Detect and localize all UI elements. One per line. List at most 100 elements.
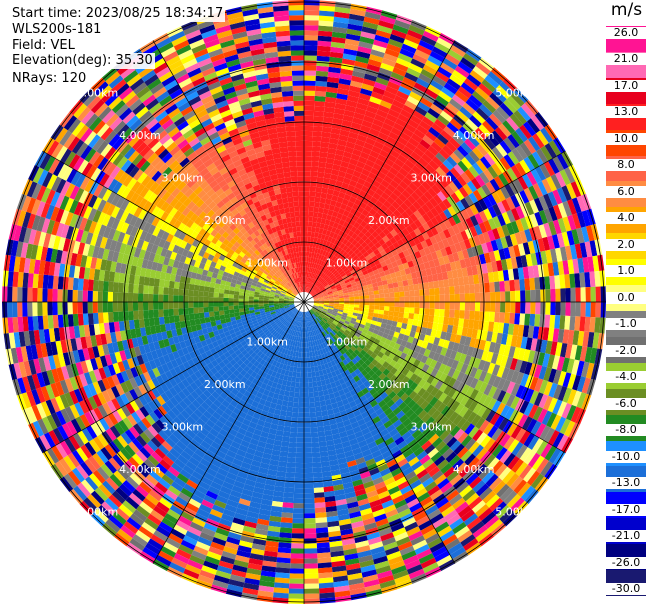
range-gate xyxy=(416,397,426,407)
range-gate xyxy=(325,91,338,99)
range-gate xyxy=(309,407,316,413)
range-gate xyxy=(401,405,411,415)
range-gate xyxy=(339,318,346,323)
range-gate xyxy=(440,347,448,357)
range-gate xyxy=(325,313,331,318)
range-gate xyxy=(421,231,430,241)
range-gate xyxy=(382,227,391,236)
range-gate xyxy=(329,302,335,304)
range-gate xyxy=(418,553,435,565)
range-gate xyxy=(358,439,368,448)
range-gate xyxy=(322,342,327,348)
range-gate xyxy=(434,204,444,215)
range-gate xyxy=(384,258,392,266)
range-gate xyxy=(317,328,322,334)
range-gate xyxy=(409,296,415,302)
range-gate xyxy=(346,271,352,277)
range-gate xyxy=(359,304,365,309)
range-gate xyxy=(514,232,523,245)
range-gate xyxy=(515,461,528,477)
range-gate xyxy=(291,412,299,418)
range-gate xyxy=(328,355,334,362)
range-gate xyxy=(440,187,451,199)
range-gate xyxy=(316,421,324,428)
range-gate xyxy=(456,326,464,336)
range-gate xyxy=(427,187,437,198)
range-gate xyxy=(352,287,359,292)
range-gate xyxy=(442,339,450,349)
range-gate xyxy=(337,277,344,282)
range-gate xyxy=(324,378,331,385)
range-gate xyxy=(349,320,356,325)
range-gate xyxy=(548,206,558,222)
range-gate xyxy=(341,182,350,190)
range-gate xyxy=(304,55,317,61)
range-gate xyxy=(570,302,576,317)
range-gate xyxy=(352,426,362,434)
range-gate xyxy=(317,270,322,276)
range-gate xyxy=(417,225,427,235)
range-gate xyxy=(473,357,482,369)
range-gate xyxy=(451,390,461,401)
range-gate xyxy=(357,498,370,507)
range-gate xyxy=(327,147,337,155)
range-gate xyxy=(557,218,567,233)
range-gate xyxy=(401,228,410,237)
range-gate xyxy=(347,348,354,355)
range-gate xyxy=(510,207,521,221)
range-gate xyxy=(344,172,353,180)
range-gate xyxy=(463,238,472,250)
range-gate xyxy=(331,276,337,282)
range-gate xyxy=(360,220,368,228)
range-gate xyxy=(490,352,499,365)
range-gate xyxy=(424,295,430,302)
range-gate xyxy=(414,406,424,416)
range-gate xyxy=(491,146,504,160)
range-gate xyxy=(459,485,473,498)
range-gate xyxy=(276,557,291,564)
range-gate xyxy=(529,390,539,405)
range-gate xyxy=(318,296,324,299)
range-gate xyxy=(313,252,318,259)
range-gate xyxy=(510,164,522,179)
range-gate xyxy=(343,292,349,296)
range-gate xyxy=(322,256,327,262)
range-gate xyxy=(317,308,323,312)
range-gate xyxy=(452,342,460,352)
range-gate xyxy=(409,114,422,125)
range-gate xyxy=(396,357,405,366)
range-gate xyxy=(374,305,380,310)
range-gate xyxy=(314,196,321,203)
range-gate xyxy=(500,291,506,302)
range-gate xyxy=(441,86,455,99)
range-gate xyxy=(385,85,399,96)
range-gate xyxy=(327,361,333,368)
range-gate xyxy=(313,296,319,299)
range-gate xyxy=(354,60,368,69)
range-gate xyxy=(491,331,498,343)
range-gate xyxy=(318,228,324,234)
range-gate xyxy=(459,259,467,269)
range-gate xyxy=(404,521,419,532)
range-gate xyxy=(407,438,419,449)
range-gate xyxy=(309,186,317,192)
range-gate xyxy=(339,236,346,243)
range-gate xyxy=(443,82,458,95)
range-gate xyxy=(585,302,591,318)
range-gate xyxy=(350,317,357,322)
range-gate xyxy=(380,62,395,72)
range-gate xyxy=(577,257,585,274)
range-gate xyxy=(313,335,317,341)
range-gate xyxy=(313,303,320,305)
range-gate xyxy=(429,79,444,91)
range-gate xyxy=(444,184,455,196)
range-gate xyxy=(474,310,480,321)
range-gate xyxy=(358,263,366,270)
range-gate xyxy=(425,357,433,366)
range-gate xyxy=(366,384,374,392)
range-gate xyxy=(406,67,421,78)
range-gate xyxy=(446,236,455,247)
range-gate xyxy=(304,342,307,348)
range-gate xyxy=(380,192,390,201)
range-gate xyxy=(336,314,342,319)
